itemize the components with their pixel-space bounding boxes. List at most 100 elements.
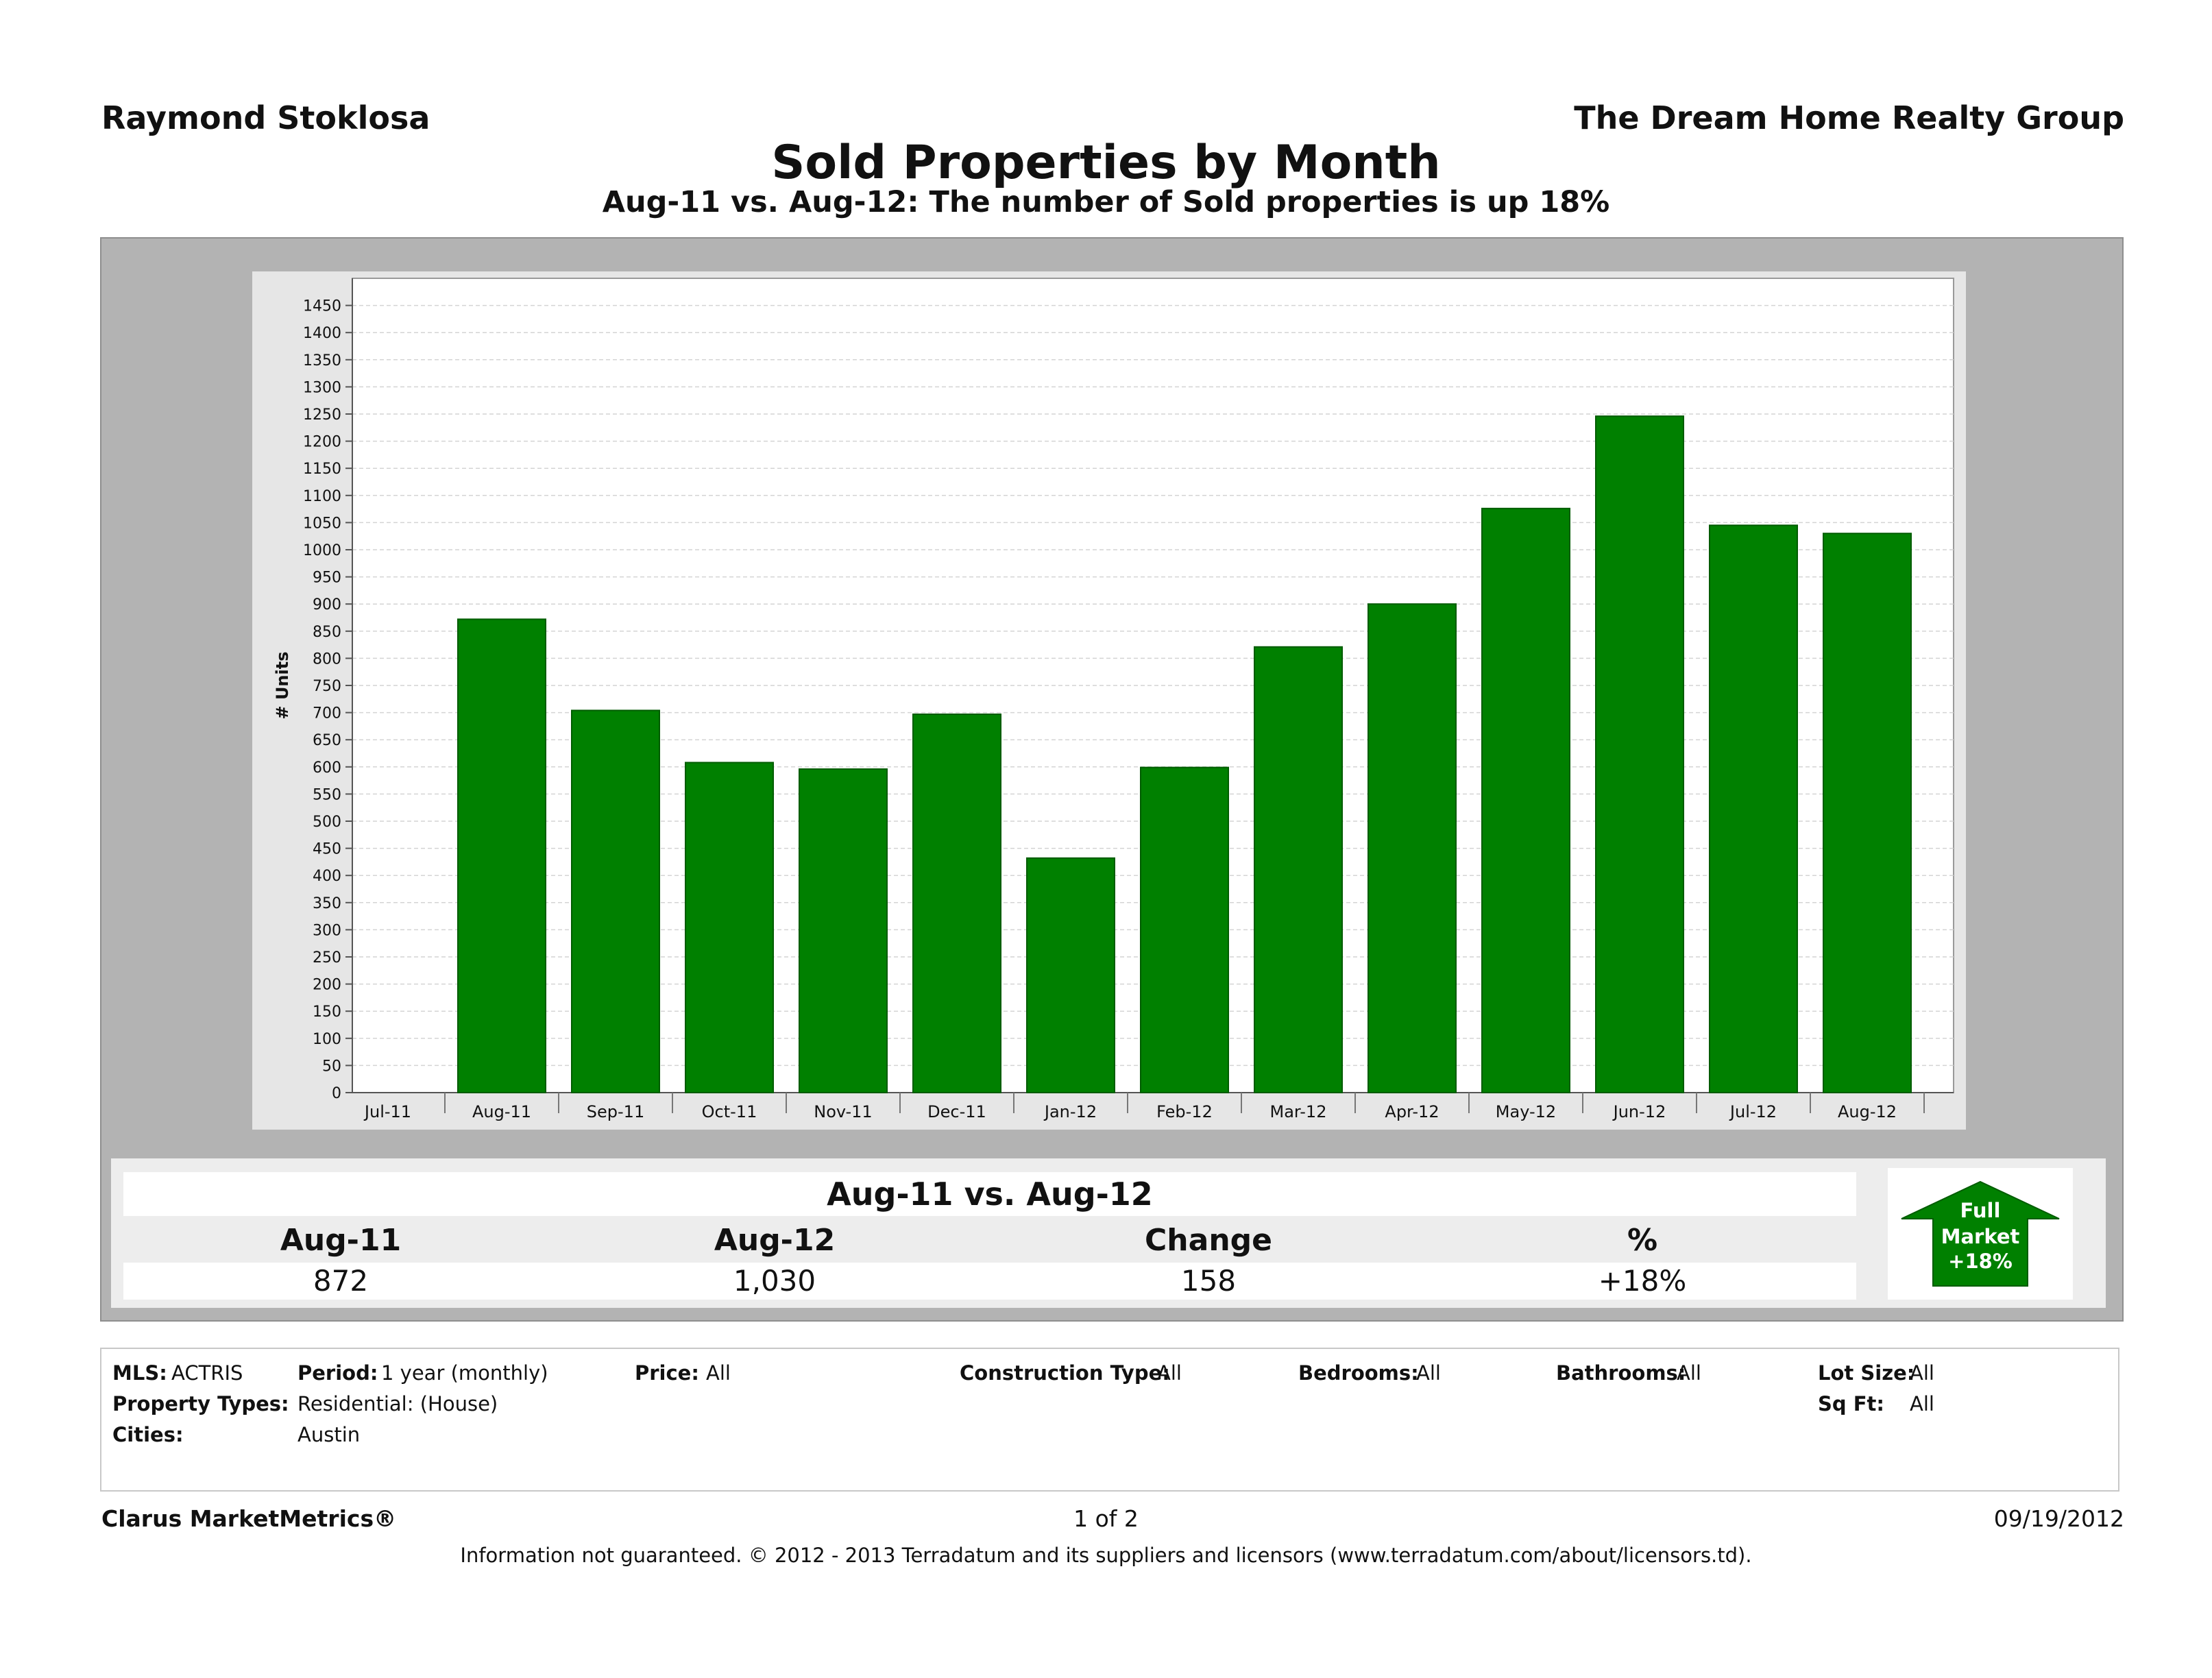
mls-label: MLS: [112,1361,167,1385]
y-tick-label: 1200 [303,434,341,451]
construction-label: Construction Type: [960,1361,1170,1385]
bar [1823,533,1912,1093]
bar [799,768,888,1094]
bar [571,709,660,1093]
y-tick-label: 800 [313,650,341,668]
bedrooms-label: Bedrooms: [1298,1361,1419,1385]
y-tick-label: 1250 [303,406,341,424]
brand-name: Clarus MarketMetrics® [101,1505,397,1532]
disclaimer: Information not guaranteed. © 2012 - 201… [460,1544,1752,1567]
cities-label: Cities: [112,1423,184,1446]
summary-label-aug12: Aug-12 [714,1223,836,1258]
y-tick-label: 500 [313,814,341,831]
construction-value: All [1157,1361,1182,1385]
sqft-value: All [1910,1392,1934,1415]
y-tick-label: 1000 [303,542,341,559]
summary-label-percent: % [1627,1223,1658,1258]
summary-heading: Aug-11 vs. Aug-12 [827,1176,1153,1213]
company-name: The Dream Home Realty Group [1574,99,2124,136]
y-tick-label: 900 [313,596,341,613]
x-tick-label: Jul-11 [363,1102,411,1121]
badge-line-2: Market [1941,1225,2020,1248]
summary-label-change: Change [1145,1223,1272,1258]
bar [685,762,774,1093]
bar [1481,507,1570,1094]
x-tick-label: Jun-12 [1612,1102,1666,1121]
x-tick-label: Nov-11 [814,1102,872,1121]
full-market-badge: Full Market +18% [1888,1168,2073,1300]
lotsize-label: Lot Size: [1818,1361,1915,1385]
y-tick-label: 200 [313,977,341,994]
agent-name: Raymond Stoklosa [101,99,430,136]
x-tick-label: Oct-11 [702,1102,757,1121]
y-tick-label: 1350 [303,352,341,369]
mls-value: ACTRIS [171,1361,243,1385]
report-date: 09/19/2012 [1993,1505,2124,1532]
x-tick-label: May-12 [1496,1102,1556,1121]
summary-heading-bar [123,1172,1856,1216]
bathrooms-label: Bathrooms: [1556,1361,1686,1385]
bar [457,618,546,1094]
y-tick-label: 1050 [303,515,341,532]
bar [1595,415,1684,1093]
x-tick-label: Sep-11 [587,1102,644,1121]
summary-value-aug11: 872 [313,1264,369,1298]
y-tick-label: 1150 [303,461,341,478]
y-tick-label: 250 [313,949,341,966]
bar [1709,524,1798,1093]
period-value: 1 year (monthly) [381,1361,548,1385]
y-tick-label: 400 [313,868,341,885]
y-tick-label: 600 [313,759,341,777]
y-tick-label: 850 [313,624,341,641]
x-tick-label: Feb-12 [1156,1102,1213,1121]
x-tick-label: Mar-12 [1270,1102,1327,1121]
y-tick-label: 100 [313,1031,341,1048]
y-axis-label: # Units [273,651,292,719]
bedrooms-value: All [1416,1361,1441,1385]
y-tick-label: 700 [313,705,341,722]
x-tick-label: Aug-12 [1838,1102,1897,1121]
bar [1140,766,1229,1093]
bar [912,713,1001,1093]
y-tick-label: 0 [332,1085,341,1102]
bar [1368,603,1457,1093]
x-tick-label: Jul-12 [1729,1102,1777,1121]
y-tick-label: 1400 [303,325,341,342]
y-tick-label: 150 [313,1004,341,1021]
x-tick-label: Aug-11 [472,1102,531,1121]
bathrooms-value: All [1677,1361,1701,1385]
page-number: 1 of 2 [1073,1505,1139,1532]
report-subtitle: Aug-11 vs. Aug-12: The number of Sold pr… [602,185,1610,219]
summary-value-change: 158 [1180,1264,1237,1298]
y-tick-label: 1100 [303,488,341,505]
badge-line-3: +18% [1948,1250,2013,1273]
property-types-label: Property Types: [112,1392,289,1415]
y-tick-label: 1450 [303,298,341,315]
summary-label-aug11: Aug-11 [280,1223,402,1258]
lotsize-value: All [1910,1361,1934,1385]
filters-box [100,1348,2119,1492]
y-tick-label: 550 [313,786,341,803]
x-tick-label: Jan-12 [1043,1102,1097,1121]
summary-value-row [123,1263,1856,1300]
period-label: Period: [297,1361,378,1385]
y-tick-label: 950 [313,570,341,587]
x-tick-label: Dec-11 [927,1102,986,1121]
y-tick-label: 1300 [303,379,341,396]
property-types-value: Residential: (House) [297,1392,498,1415]
cities-value: Austin [297,1423,361,1446]
y-tick-label: 450 [313,841,341,858]
summary-value-aug12: 1,030 [733,1264,816,1298]
sqft-label: Sq Ft: [1818,1392,1885,1415]
y-tick-label: 300 [313,922,341,939]
up-arrow-icon: Full Market +18% [1901,1180,2060,1287]
bar [1254,646,1343,1093]
bar [1026,857,1115,1094]
y-tick-label: 50 [322,1058,341,1075]
y-tick-label: 350 [313,895,341,912]
report-title: Sold Properties by Month [771,136,1441,190]
price-value: All [706,1361,731,1385]
x-tick-label: Apr-12 [1385,1102,1439,1121]
bar-chart: 0 50 100 150 200 250 300 350 400 450 500 550 600 650 7… [273,278,1954,1121]
y-tick-label: 750 [313,678,341,695]
